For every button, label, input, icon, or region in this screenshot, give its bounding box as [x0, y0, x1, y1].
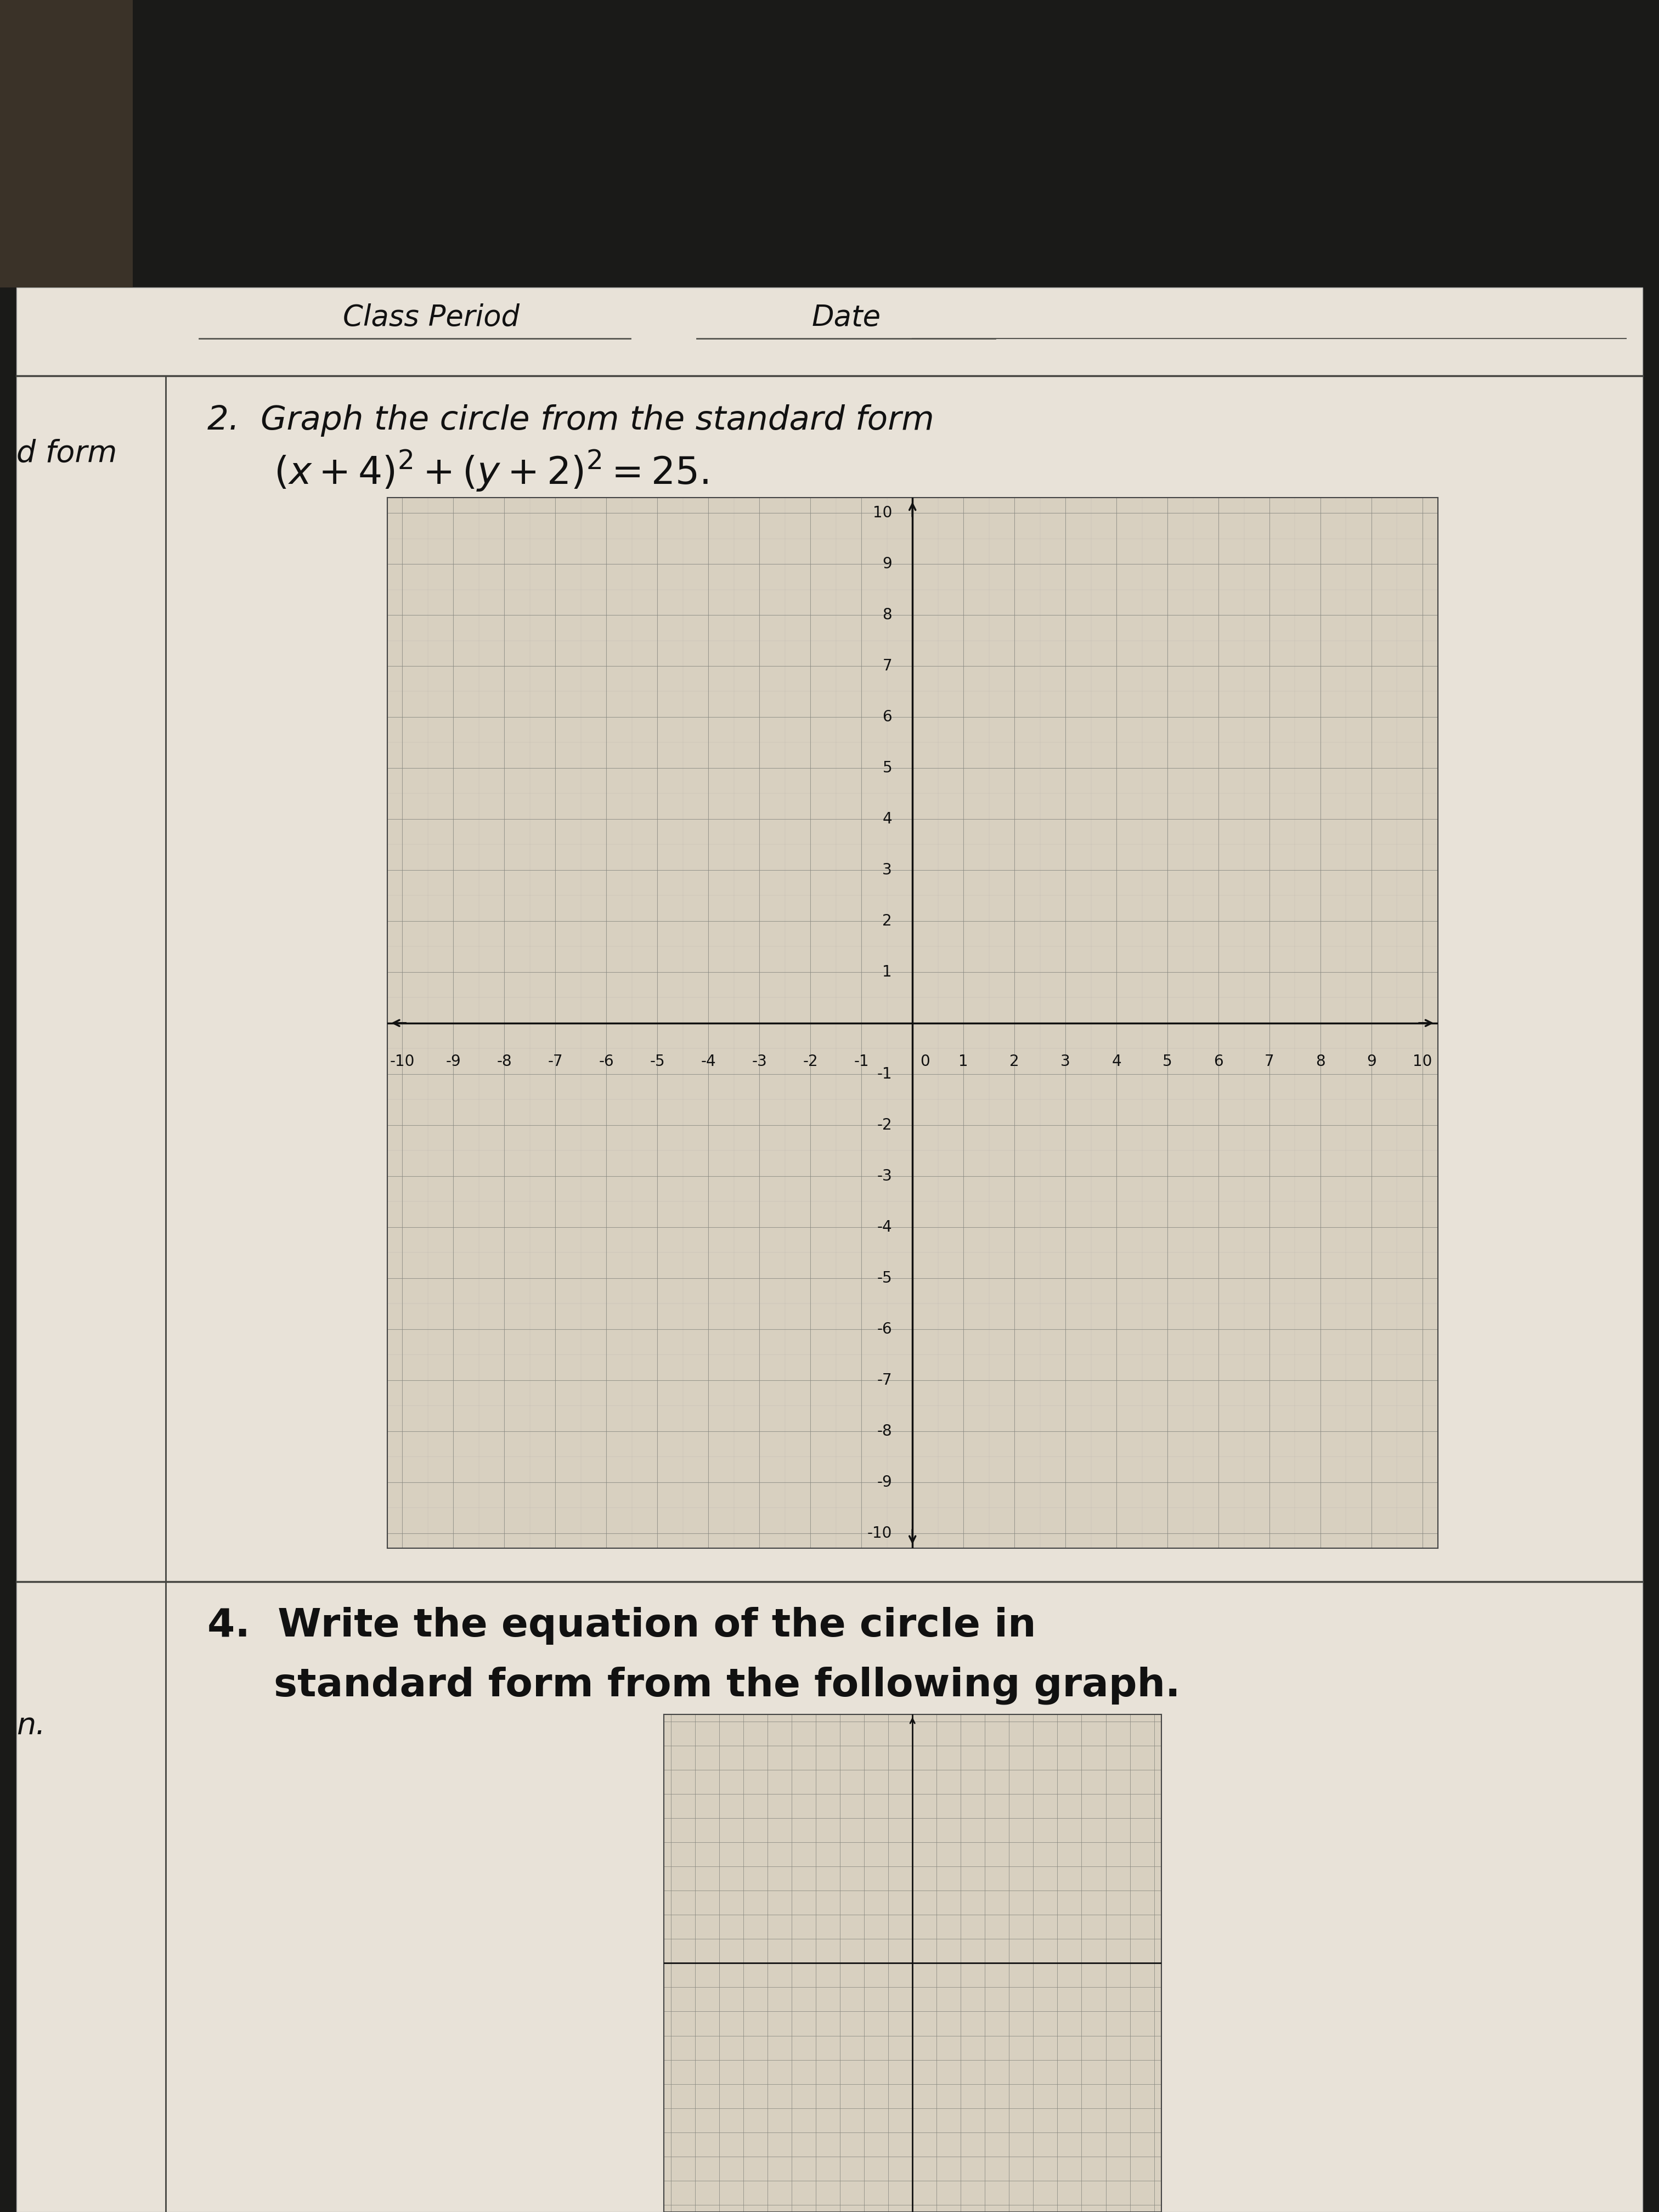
Bar	[0, 0, 1659, 288]
Text: -7: -7	[547, 1053, 562, 1068]
Text: Class Period: Class Period	[343, 303, 519, 332]
Text: -2: -2	[878, 1117, 893, 1133]
Text: -2: -2	[803, 1053, 818, 1068]
Text: n.: n.	[17, 1710, 45, 1741]
Bar	[17, 288, 1642, 2212]
Text: 7: 7	[883, 659, 893, 675]
Text: -7: -7	[878, 1371, 893, 1387]
Text: 10: 10	[873, 504, 893, 520]
Text: 1: 1	[883, 964, 893, 980]
Text: -1: -1	[878, 1066, 893, 1082]
Bar	[0, 0, 133, 288]
Text: -9: -9	[446, 1053, 461, 1068]
Text: -3: -3	[752, 1053, 766, 1068]
Text: 2: 2	[1010, 1053, 1019, 1068]
Text: 6: 6	[1214, 1053, 1223, 1068]
Text: -4: -4	[878, 1219, 893, 1234]
Text: 1: 1	[959, 1053, 969, 1068]
Text: 5: 5	[1163, 1053, 1173, 1068]
Text: 9: 9	[1367, 1053, 1377, 1068]
Text: 8: 8	[1316, 1053, 1326, 1068]
Text: -10: -10	[868, 1526, 893, 1542]
Text: 5: 5	[883, 761, 893, 776]
Text: -9: -9	[878, 1475, 893, 1489]
Text: Date: Date	[811, 303, 881, 332]
Text: 2: 2	[883, 914, 893, 929]
Text: -4: -4	[700, 1053, 717, 1068]
Text: 3: 3	[883, 863, 893, 878]
Text: $(x + 4)^2 + (y + 2)^2 = 25.$: $(x + 4)^2 + (y + 2)^2 = 25.$	[274, 449, 708, 493]
Text: 8: 8	[883, 608, 893, 624]
Text: -5: -5	[650, 1053, 665, 1068]
Text: -1: -1	[854, 1053, 869, 1068]
Text: 7: 7	[1264, 1053, 1274, 1068]
Text: 6: 6	[883, 710, 893, 726]
Text: -10: -10	[390, 1053, 415, 1068]
Text: standard form from the following graph.: standard form from the following graph.	[274, 1666, 1180, 1705]
Text: 10: 10	[1413, 1053, 1432, 1068]
Text: -5: -5	[878, 1270, 893, 1285]
Text: 9: 9	[883, 557, 893, 571]
Text: 0: 0	[921, 1053, 931, 1068]
Text: d form: d form	[17, 438, 118, 469]
Text: 4: 4	[883, 812, 893, 827]
Text: 3: 3	[1060, 1053, 1070, 1068]
Text: -6: -6	[599, 1053, 614, 1068]
Text: 4: 4	[1112, 1053, 1121, 1068]
Text: -6: -6	[878, 1321, 893, 1336]
Text: 2.  Graph the circle from the standard form: 2. Graph the circle from the standard fo…	[207, 405, 934, 436]
Text: -8: -8	[496, 1053, 513, 1068]
Text: -8: -8	[878, 1422, 893, 1438]
Text: -3: -3	[878, 1168, 893, 1183]
Text: 4.  Write the equation of the circle in: 4. Write the equation of the circle in	[207, 1606, 1037, 1646]
